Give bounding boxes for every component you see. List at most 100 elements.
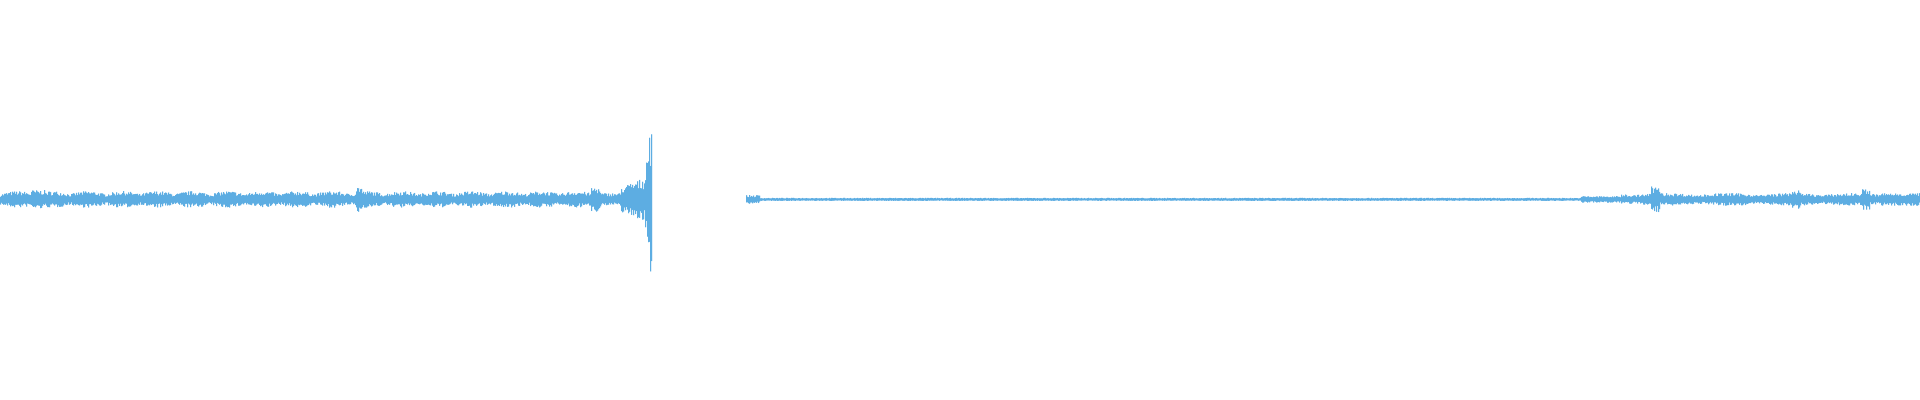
waveform-sample-bar — [837, 198, 839, 201]
waveform-sample-bar — [530, 192, 532, 207]
waveform-sample-bar — [1849, 195, 1851, 206]
waveform-sample-bar — [821, 197, 823, 201]
waveform-sample-bar — [225, 194, 227, 208]
waveform-sample-bar — [1870, 195, 1872, 203]
waveform-sample-bar — [1800, 193, 1802, 206]
waveform-sample-bar — [1652, 188, 1654, 210]
waveform-sample-bar — [578, 193, 580, 206]
waveform-sample-bar — [811, 198, 813, 201]
waveform-sample-bar — [400, 192, 402, 207]
waveform-sample-bar — [39, 193, 41, 206]
waveform-sample-bar — [889, 197, 891, 201]
waveform-sample-bar — [646, 162, 648, 221]
waveform-sample-bar — [1351, 198, 1353, 201]
waveform-sample-bar — [1196, 198, 1198, 201]
waveform-sample-bar — [287, 193, 289, 204]
waveform-sample-bar — [1104, 198, 1106, 201]
waveform-sample-bar — [1112, 198, 1114, 201]
waveform-sample-bar — [1842, 195, 1844, 204]
waveform-sample-bar — [558, 196, 560, 204]
waveform-sample-bar — [602, 193, 604, 204]
waveform-sample-bar — [1757, 195, 1759, 203]
waveform-sample-bar — [1869, 190, 1871, 210]
waveform-sample-bar — [753, 195, 755, 203]
waveform-sample-bar — [810, 198, 812, 201]
waveform-sample-bar — [909, 198, 911, 201]
waveform-sample-bar — [760, 198, 762, 201]
waveform-sample-bar — [1262, 197, 1264, 201]
waveform-sample-bar — [1596, 196, 1598, 203]
waveform-sample-bar — [18, 193, 20, 205]
waveform-sample-bar — [1748, 194, 1750, 204]
waveform-sample-bar — [1467, 198, 1469, 201]
waveform-sample-bar — [422, 193, 424, 205]
waveform-sample-bar — [867, 198, 869, 201]
waveform-sample-bar — [1316, 198, 1318, 201]
waveform-sample-bar — [1567, 198, 1569, 201]
waveform-sample-bar — [600, 193, 602, 207]
waveform-sample-bar — [839, 198, 841, 201]
waveform-sample-bar — [1587, 196, 1589, 203]
waveform-sample-bar — [1511, 198, 1513, 201]
waveform-sample-bar — [1269, 198, 1271, 201]
waveform-sample-bar — [1854, 194, 1856, 206]
waveform-sample-bar — [186, 192, 188, 204]
waveform-sample-bar — [1235, 198, 1237, 201]
waveform-sample-bar — [1125, 198, 1127, 201]
waveform-sample-bar — [512, 193, 514, 206]
waveform-sample-bar — [1827, 196, 1829, 204]
waveform-sample-bar — [1479, 198, 1481, 201]
waveform-sample-bar — [1710, 195, 1712, 203]
waveform-sample-bar — [1660, 193, 1662, 203]
waveform-sample-bar — [1414, 198, 1416, 201]
waveform-sample-bar — [762, 198, 764, 201]
waveform-sample-bar — [264, 194, 266, 205]
waveform-sample-bar — [890, 197, 892, 201]
waveform-sample-bar — [476, 193, 478, 206]
waveform-sample-bar — [1601, 196, 1603, 202]
waveform-sample-bar — [593, 190, 595, 207]
waveform-sample-bar — [338, 192, 340, 205]
waveform-sample-bar — [1080, 198, 1082, 201]
waveform-sample-bar — [1023, 198, 1025, 201]
waveform-sample-bar — [1557, 198, 1559, 201]
waveform-sample-bar — [591, 188, 593, 212]
waveform-sample-bar — [628, 185, 630, 214]
waveform-sample-bar — [437, 193, 439, 204]
waveform-sample-bar — [294, 194, 296, 205]
waveform-sample-bar — [344, 195, 346, 205]
waveform-sample-bar — [1301, 197, 1303, 201]
waveform-sample-bar — [304, 193, 306, 206]
waveform-sample-bar — [806, 197, 808, 201]
waveform-sample-bar — [433, 191, 435, 208]
waveform-sample-bar — [486, 193, 488, 203]
waveform-sample-bar — [1564, 197, 1566, 201]
waveform-sample-bar — [1508, 198, 1510, 201]
waveform-sample-bar — [449, 193, 451, 205]
waveform-sample-bar — [970, 197, 972, 201]
waveform-sample-bar — [552, 192, 554, 204]
waveform-sample-bar — [1874, 194, 1876, 203]
waveform-sample-bar — [1477, 198, 1479, 201]
waveform-sample-bar — [14, 191, 16, 208]
waveform-sample-bar — [322, 192, 324, 206]
waveform-sample-bar — [637, 181, 639, 219]
waveform-sample-bar — [962, 197, 964, 201]
waveform-sample-bar — [1404, 197, 1406, 201]
waveform-sample-bar — [882, 197, 884, 201]
waveform-sample-bar — [1470, 198, 1472, 201]
waveform-sample-bar — [461, 193, 463, 204]
waveform-sample-bar — [122, 192, 124, 206]
waveform-sample-bar — [641, 188, 643, 213]
waveform-sample-bar — [1547, 197, 1549, 201]
waveform-sample-bar — [926, 198, 928, 201]
waveform-sample-bar — [1639, 196, 1641, 203]
waveform-sample-bar — [1365, 198, 1367, 201]
waveform-sample-bar — [996, 198, 998, 201]
waveform-sample-bar — [968, 198, 970, 201]
waveform-sample-bar — [1704, 194, 1706, 203]
waveform-sample-bar — [34, 191, 36, 207]
waveform-sample-bar — [812, 198, 814, 201]
waveform-sample-bar — [1517, 198, 1519, 201]
